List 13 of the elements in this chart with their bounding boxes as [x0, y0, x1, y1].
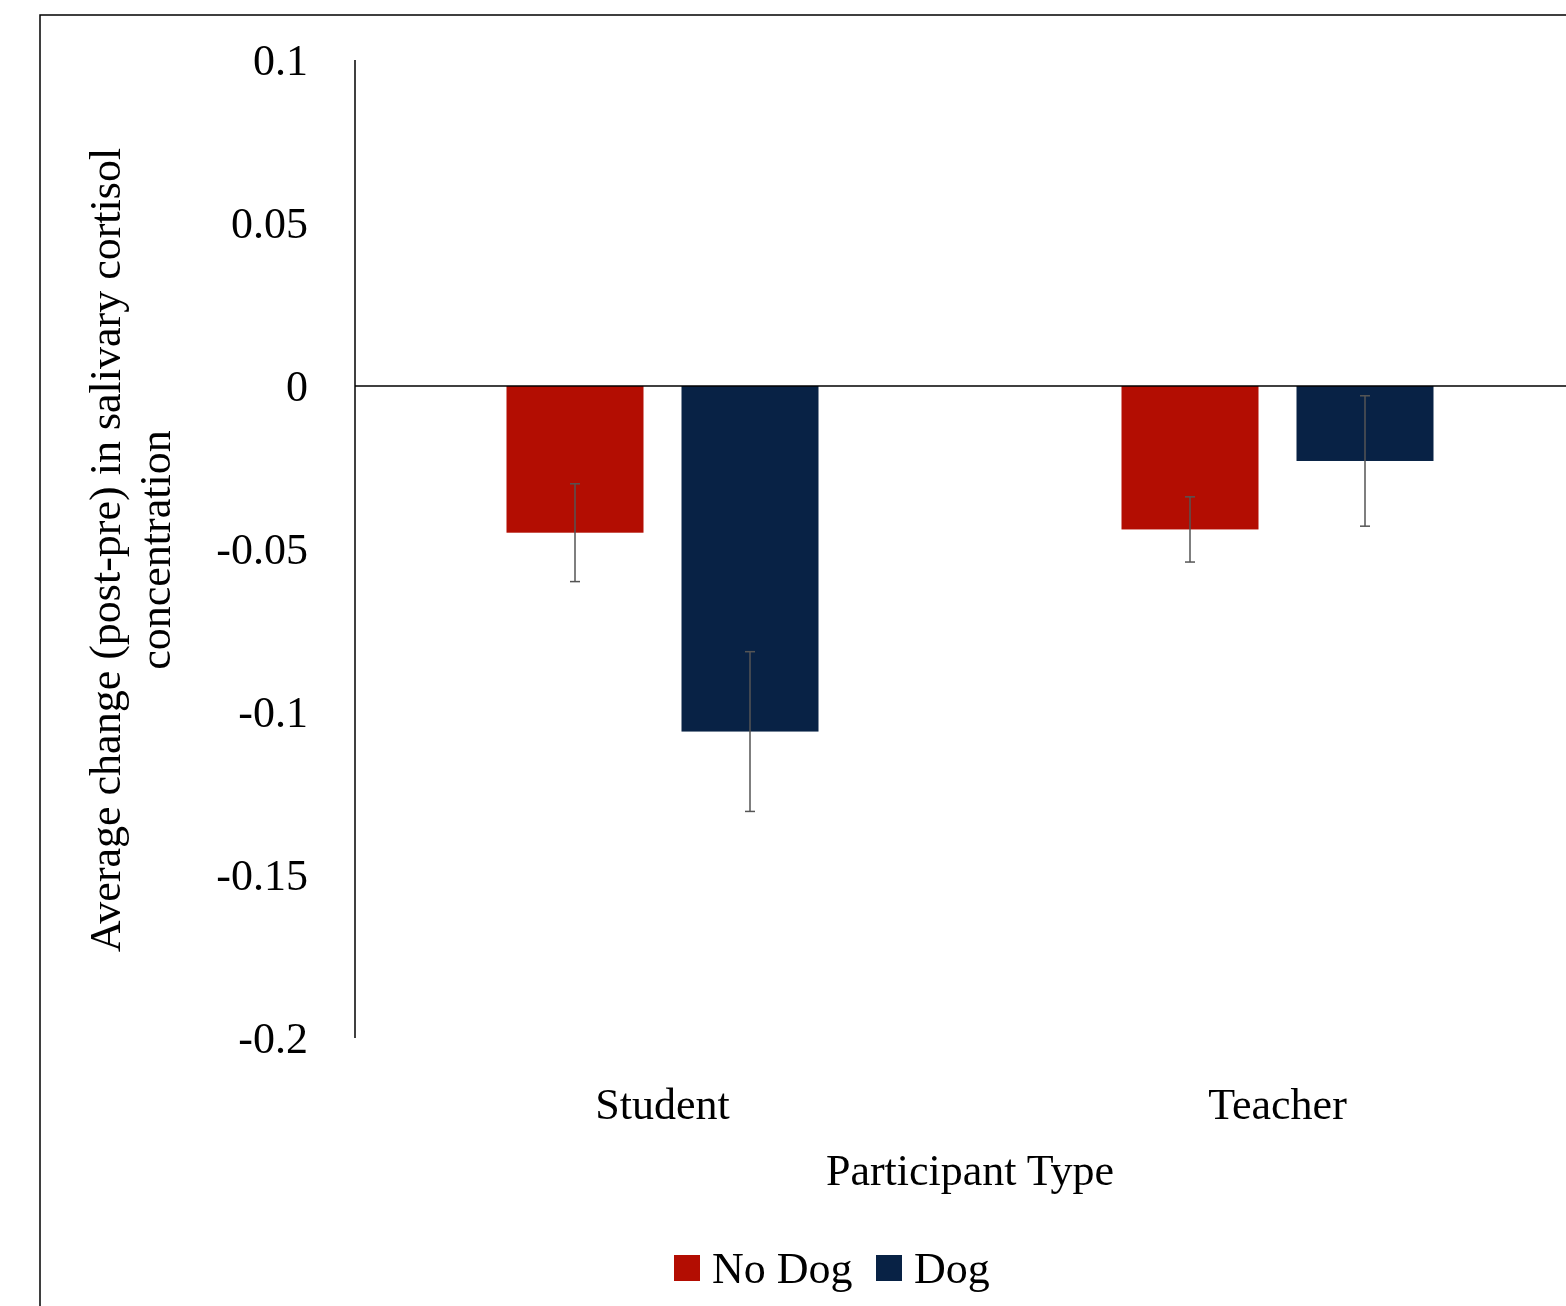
x-axis-title: Participant Type [825, 1145, 1115, 1195]
x-tick-label: Teacher [1208, 1079, 1348, 1129]
x-tick-label: Student [595, 1079, 730, 1129]
y-tick-label: -0.1 [238, 687, 308, 737]
legend-label: No Dog [712, 1243, 853, 1293]
y-tick-label: 0 [286, 361, 308, 411]
y-tick-label: -0.2 [238, 1013, 308, 1063]
y-tick-label: -0.15 [216, 850, 308, 900]
y-tick-label: 0.1 [253, 35, 308, 85]
y-tick-label: 0.05 [231, 198, 308, 248]
legend-label: Dog [914, 1243, 990, 1293]
y-axis-title: Average change (post-pre) in salivary cortisol concentration [81, 147, 180, 953]
y-tick-label: -0.05 [216, 524, 308, 574]
